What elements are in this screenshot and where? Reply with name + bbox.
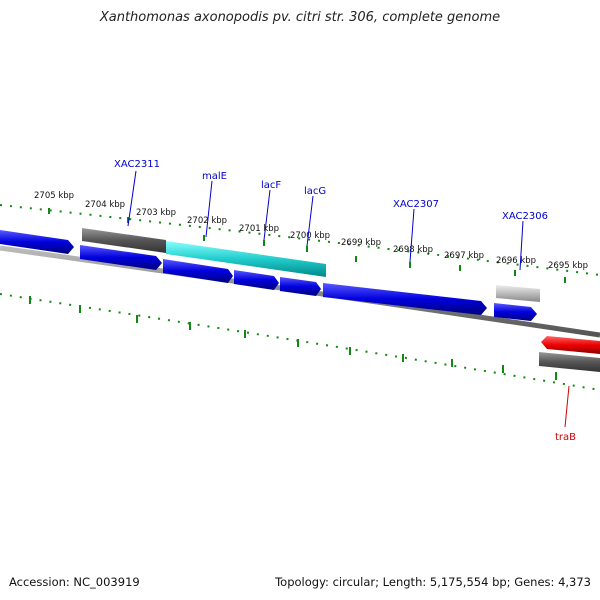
- xac2307-feature[interactable]: [323, 283, 487, 315]
- outer-tick-ring: [0, 204, 600, 276]
- scale-label: 2702 kbp: [187, 216, 227, 226]
- scale-label: 2701 kbp: [239, 224, 279, 234]
- forward-cds-feature[interactable]: [80, 245, 162, 270]
- scale-label: 2704 kbp: [85, 200, 125, 210]
- gene-label-xac2307[interactable]: XAC2307: [393, 199, 439, 210]
- map-title: Xanthomonas axonopodis pv. citri str. 30…: [99, 10, 501, 25]
- gene-label-trab[interactable]: traB: [555, 432, 576, 443]
- forward-cds-feature[interactable]: [0, 230, 74, 254]
- forward-cds-feature[interactable]: [280, 277, 321, 296]
- gene-label-group: XAC2311 malE lacF lacG XAC2307 XAC2306 t…: [114, 159, 576, 443]
- lacg-feature[interactable]: [234, 270, 279, 290]
- accession-text: Accession: NC_003919: [9, 575, 140, 589]
- xac2306-feature[interactable]: [494, 303, 537, 321]
- scale-label: 2696 kbp: [496, 256, 536, 266]
- gene-label-lacf[interactable]: lacF: [261, 180, 281, 191]
- trab-feature[interactable]: [541, 336, 600, 354]
- gene-label-male[interactable]: malE: [202, 171, 227, 182]
- scale-label: 2699 kbp: [341, 238, 381, 248]
- xac2311-feature[interactable]: [82, 228, 166, 253]
- gene-label-xac2306[interactable]: XAC2306: [502, 211, 548, 222]
- scale-label: 2695 kbp: [548, 261, 588, 271]
- gene-label-lacg[interactable]: lacG: [304, 186, 326, 197]
- scale-label: 2705 kbp: [34, 191, 74, 201]
- gene-label-xac2311[interactable]: XAC2311: [114, 159, 160, 170]
- inner-major-ticks: [29, 296, 557, 380]
- male-feature[interactable]: [166, 241, 326, 277]
- scale-label: 2697 kbp: [444, 251, 484, 261]
- genome-stats-text: Topology: circular; Length: 5,175,554 bp…: [275, 575, 591, 589]
- gray-feature[interactable]: [496, 285, 540, 302]
- reverse-other-feature[interactable]: [539, 352, 600, 372]
- scale-label: 2698 kbp: [393, 245, 433, 255]
- outer-major-ticks: [48, 208, 566, 283]
- lacf-feature[interactable]: [163, 259, 233, 283]
- scale-label: 2700 kbp: [290, 231, 330, 241]
- scale-label: 2703 kbp: [136, 208, 176, 218]
